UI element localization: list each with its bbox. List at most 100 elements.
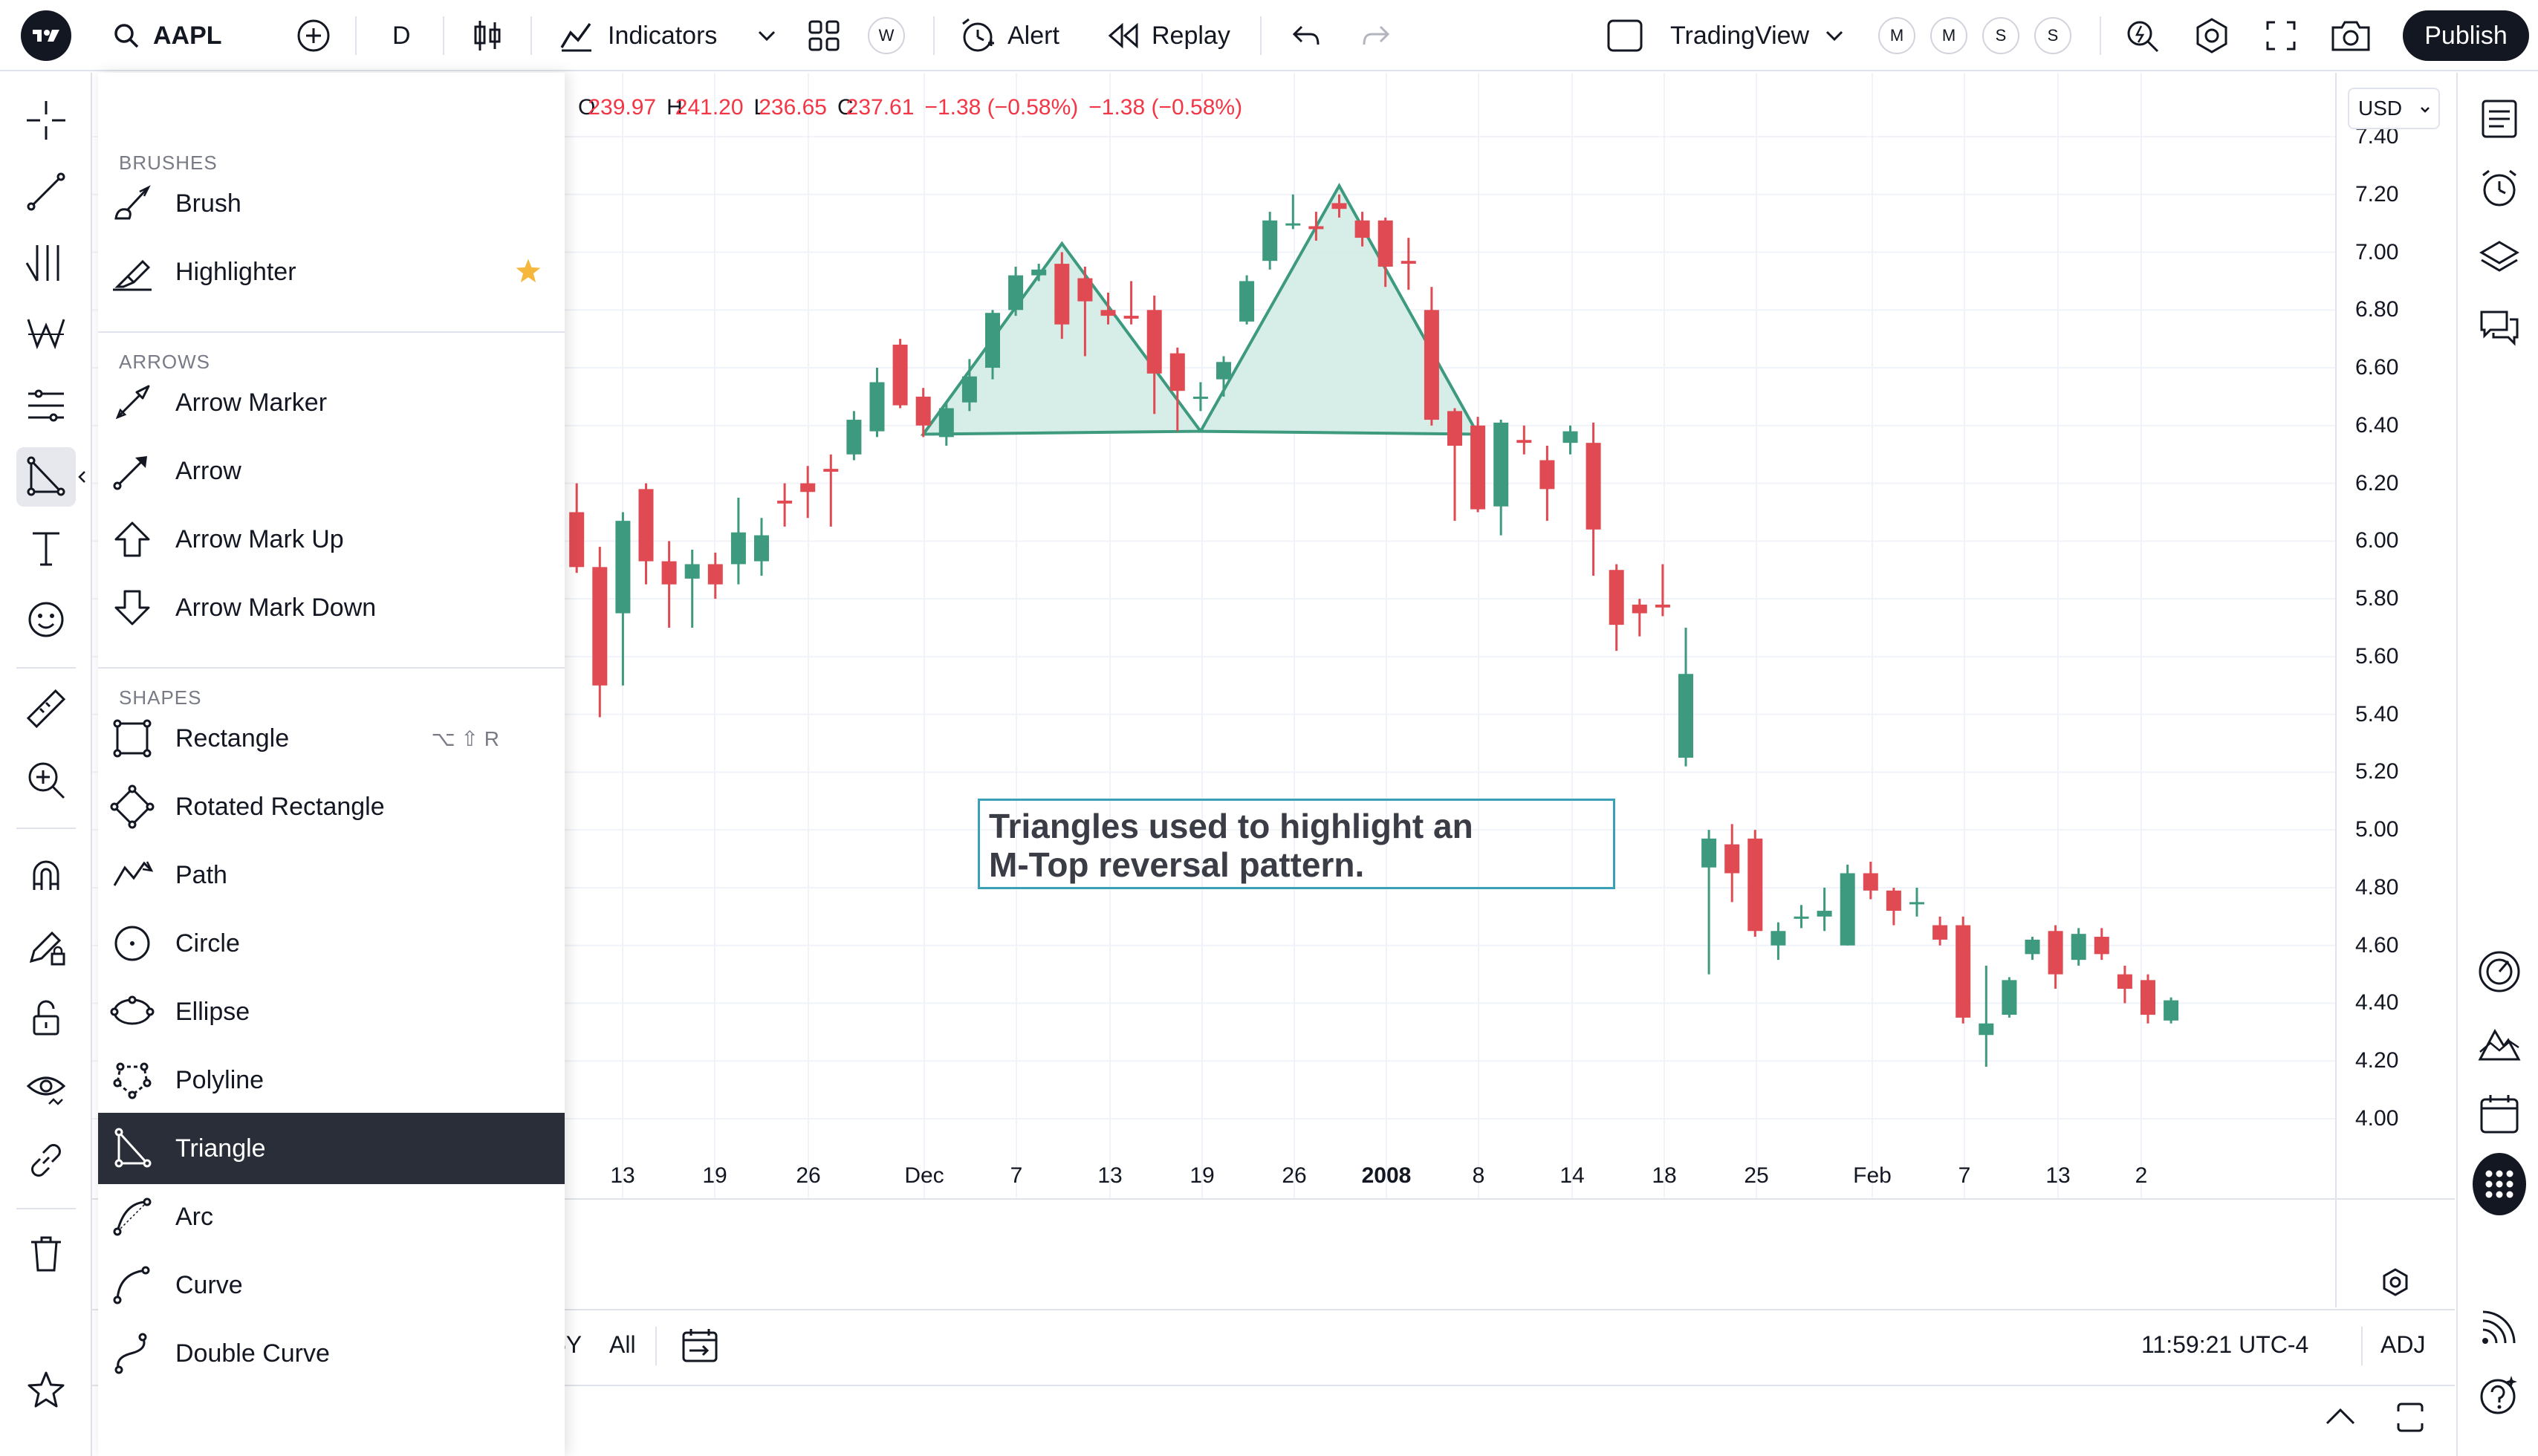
high-label: H bbox=[666, 95, 683, 120]
calendar-button[interactable] bbox=[2473, 1088, 2526, 1141]
tool-item-polyline[interactable]: Polyline bbox=[98, 1044, 565, 1116]
settings-button[interactable] bbox=[2193, 0, 2230, 71]
tool-item-triangle[interactable]: Triangle bbox=[98, 1113, 565, 1184]
streams-button[interactable] bbox=[2473, 1300, 2526, 1353]
chats-button[interactable] bbox=[2473, 302, 2526, 355]
tool-item-arc[interactable]: Arc bbox=[98, 1181, 565, 1252]
products-button[interactable] bbox=[2473, 1153, 2526, 1215]
stay-in-drawing-mode-tool[interactable] bbox=[16, 917, 76, 976]
tool-item-highlighter[interactable]: Highlighter bbox=[98, 236, 565, 308]
expand-panel-button[interactable] bbox=[2324, 1405, 2357, 1431]
alert-button[interactable]: Alert bbox=[958, 0, 1059, 71]
range-all-button[interactable]: All bbox=[609, 1331, 636, 1358]
prediction-tool[interactable] bbox=[16, 376, 76, 435]
tool-item-double-curve[interactable]: Double Curve bbox=[98, 1318, 565, 1389]
badge-m-1[interactable]: M bbox=[1878, 0, 1915, 71]
emoji-tool[interactable] bbox=[16, 590, 76, 649]
candle-body bbox=[1169, 353, 1185, 391]
replay-button[interactable]: Replay bbox=[1106, 0, 1230, 71]
candle bbox=[1008, 266, 1024, 316]
trend-line-tool[interactable] bbox=[16, 162, 76, 221]
layout-button[interactable] bbox=[807, 0, 841, 71]
lock-drawings-tool[interactable] bbox=[16, 988, 76, 1047]
help-button[interactable] bbox=[2473, 1368, 2526, 1422]
watchlist-button[interactable] bbox=[2473, 92, 2526, 146]
undo-button[interactable] bbox=[1290, 0, 1322, 71]
candle-body bbox=[938, 408, 954, 438]
favorites-tool[interactable] bbox=[16, 1361, 76, 1420]
redo-button[interactable] bbox=[1360, 0, 1392, 71]
pattern-tool[interactable] bbox=[16, 305, 76, 364]
hide-drawings-tool[interactable] bbox=[16, 1059, 76, 1119]
section-divider bbox=[98, 667, 565, 669]
hotlists-button[interactable] bbox=[2473, 1016, 2526, 1070]
alerts-button[interactable] bbox=[2473, 162, 2526, 215]
interval-button[interactable]: D bbox=[392, 0, 411, 71]
tool-item-label: Path bbox=[175, 860, 227, 889]
candle-body bbox=[2048, 931, 2063, 975]
badge-m-2[interactable]: M bbox=[1930, 0, 1967, 71]
fullscreen-button[interactable] bbox=[2265, 0, 2297, 71]
compare-symbol-button[interactable] bbox=[296, 0, 331, 71]
rewind-icon bbox=[1108, 22, 1138, 49]
watchlist-icon bbox=[2482, 100, 2517, 138]
clock-label[interactable]: 11:59:21 UTC-4 bbox=[2141, 1331, 2309, 1358]
candle bbox=[1169, 347, 1185, 432]
text-tool[interactable] bbox=[16, 519, 76, 578]
price-chart[interactable] bbox=[92, 73, 2455, 1307]
candle bbox=[1401, 238, 1416, 290]
measure-tool[interactable] bbox=[16, 679, 76, 738]
remove-drawings-tool[interactable] bbox=[16, 1224, 76, 1284]
snapshot-button[interactable] bbox=[2330, 0, 2372, 71]
candle bbox=[2002, 977, 2017, 1018]
collapse-arrow-icon[interactable] bbox=[77, 469, 88, 488]
tool-item-arrow-mark-up[interactable]: Arrow Mark Up bbox=[98, 504, 565, 575]
tool-item-curve[interactable]: Curve bbox=[98, 1249, 565, 1321]
tool-item-arrow-mark-down[interactable]: Arrow Mark Down bbox=[98, 572, 565, 643]
shapes-tool[interactable] bbox=[16, 447, 76, 507]
publish-button[interactable]: Publish bbox=[2403, 10, 2529, 61]
adjustment-toggle[interactable]: ADJ bbox=[2380, 1331, 2426, 1358]
chart-type-button[interactable] bbox=[471, 0, 504, 71]
axis-settings-button[interactable] bbox=[2380, 1267, 2410, 1301]
ideas-button[interactable] bbox=[2473, 945, 2526, 998]
favorite-star-icon[interactable] bbox=[514, 257, 542, 289]
layout-name-button[interactable]: TradingView bbox=[1606, 0, 1845, 71]
tradingview-logo[interactable] bbox=[21, 0, 71, 71]
tool-item-circle[interactable]: Circle bbox=[98, 908, 565, 979]
pitchfork-tool[interactable] bbox=[16, 233, 76, 293]
zoom-tool[interactable] bbox=[16, 750, 76, 810]
quick-search-button[interactable] bbox=[2123, 0, 2161, 71]
candle bbox=[1724, 824, 1740, 903]
crosshair-tool[interactable] bbox=[16, 91, 76, 150]
tool-item-ellipse[interactable]: Ellipse bbox=[98, 976, 565, 1047]
search-icon bbox=[114, 24, 139, 48]
indicators-button[interactable]: Indicators bbox=[559, 0, 717, 71]
broadcast-icon bbox=[2482, 1310, 2516, 1344]
chart-area[interactable] bbox=[92, 73, 2455, 1307]
tool-item-path[interactable]: Path bbox=[98, 839, 565, 911]
tool-item-arrow-marker[interactable]: Arrow Marker bbox=[98, 367, 565, 438]
time-tick-label: Feb bbox=[1853, 1163, 1892, 1188]
tool-item-rotated-rectangle[interactable]: Rotated Rectangle bbox=[98, 771, 565, 842]
currency-selector[interactable]: USD bbox=[2348, 88, 2440, 129]
text-annotation[interactable]: Triangles used to highlight an M-Top rev… bbox=[978, 799, 1615, 889]
indicators-dropdown[interactable] bbox=[756, 0, 777, 71]
symbol-search[interactable]: AAPL bbox=[111, 0, 222, 71]
go-to-date-button[interactable] bbox=[681, 1327, 719, 1369]
maximize-panel-button[interactable] bbox=[2394, 1401, 2427, 1437]
sync-drawings-tool[interactable] bbox=[16, 1131, 76, 1190]
tool-item-arrow[interactable]: Arrow bbox=[98, 435, 565, 507]
tool-item-label: Ellipse bbox=[175, 997, 250, 1026]
layout-badge[interactable]: W bbox=[868, 0, 905, 71]
candle-body bbox=[1285, 223, 1301, 226]
magnet-tool[interactable] bbox=[16, 845, 76, 905]
triangle-drawing-2[interactable] bbox=[1198, 183, 1481, 436]
candle-body bbox=[1956, 925, 1971, 1018]
badge-s-1[interactable]: S bbox=[1982, 0, 2019, 71]
badge-s-2[interactable]: S bbox=[2034, 0, 2071, 71]
tool-item-label: Arc bbox=[175, 1202, 213, 1231]
object-tree-button[interactable] bbox=[2473, 232, 2526, 285]
tool-item-rectangle[interactable]: Rectangle ⌥ ⇧ R bbox=[98, 703, 565, 774]
tool-item-brush[interactable]: Brush bbox=[98, 168, 565, 239]
